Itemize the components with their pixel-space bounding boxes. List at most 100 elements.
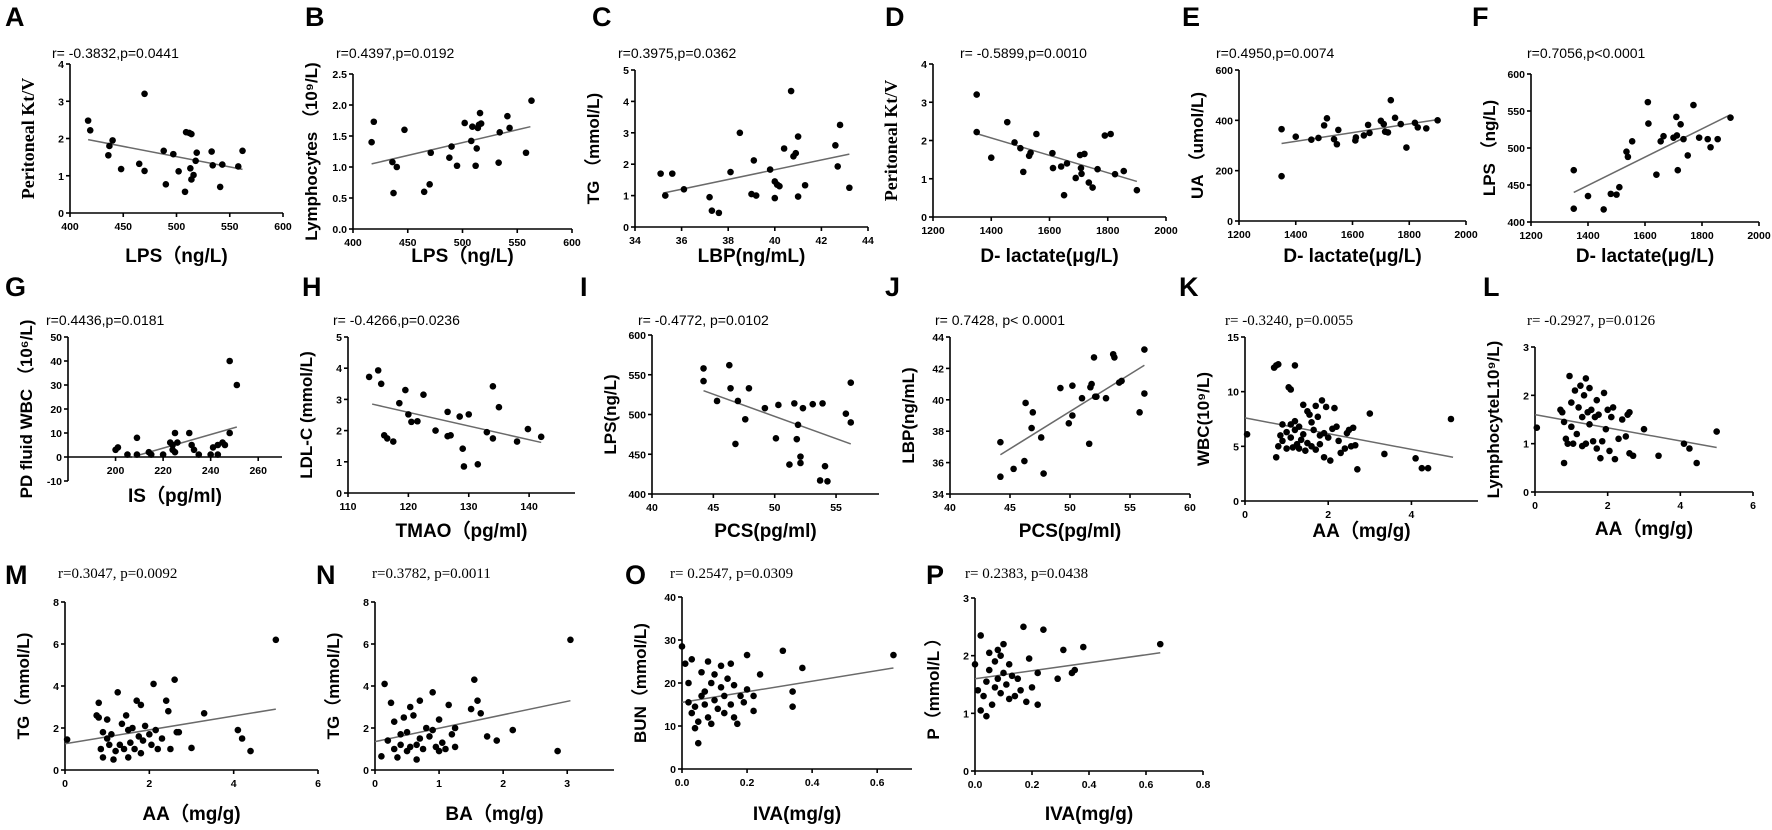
data-point	[890, 651, 897, 659]
data-point	[691, 724, 699, 732]
data-point	[233, 381, 241, 389]
data-point	[95, 699, 103, 707]
data-point	[1080, 643, 1087, 651]
data-point	[467, 137, 475, 145]
y-tick-label: 20	[50, 404, 62, 416]
data-point	[221, 441, 229, 449]
data-point	[786, 461, 793, 468]
x-axis-label: LBP(ng/mL)	[698, 246, 806, 267]
y-tick-label: 2	[336, 426, 342, 438]
regression-line	[976, 132, 1138, 183]
x-tick-label: 55	[1124, 502, 1136, 514]
y-tick-label: 38	[932, 426, 944, 438]
data-point	[1589, 437, 1597, 445]
data-point	[1111, 354, 1118, 361]
data-point	[1320, 453, 1328, 461]
data-point	[1077, 164, 1085, 172]
data-point	[1571, 387, 1579, 394]
x-axis-label: LPS（ng/L)	[125, 244, 227, 267]
panel-h: Hr= -0.4266,p=0.0236 0 1 2 3 4 5 110 120 130 140 TM…	[297, 272, 575, 542]
data-point	[1324, 434, 1332, 441]
data-point	[1626, 408, 1633, 416]
data-point	[797, 453, 804, 460]
y-tick-label: 30	[664, 635, 676, 647]
panel-letter: L	[1483, 272, 1500, 302]
data-point	[974, 686, 982, 694]
x-axis-label: PCS(pg/ml)	[714, 521, 816, 542]
x-tick-label: 0	[1242, 509, 1248, 521]
data-point	[801, 181, 809, 189]
data-point	[146, 731, 153, 738]
x-axis-label: LPS（ng/L)	[411, 244, 513, 267]
data-point	[1695, 134, 1703, 141]
data-point	[792, 149, 800, 157]
data-point	[1102, 394, 1110, 402]
data-point	[736, 129, 744, 137]
y-tick-label: 2	[1523, 390, 1529, 402]
data-point	[1570, 205, 1578, 212]
y-tick-label: 4	[921, 59, 927, 71]
data-point	[706, 193, 713, 201]
data-point	[756, 671, 764, 678]
data-point	[410, 712, 417, 719]
y-tick-label: 1	[963, 708, 969, 720]
data-point	[389, 438, 397, 445]
data-point	[794, 193, 802, 200]
regression-line	[371, 403, 542, 444]
data-point	[997, 473, 1004, 481]
y-tick-label: 2	[623, 159, 629, 171]
y-tick-label: 200	[1215, 166, 1233, 178]
y-tick-label: 2	[363, 723, 369, 735]
data-point	[1093, 393, 1100, 400]
data-point	[384, 737, 392, 744]
data-point	[1653, 171, 1660, 178]
data-point	[506, 124, 513, 132]
y-tick-label: 36	[932, 458, 944, 470]
data-point	[133, 451, 141, 458]
y-tick-label: 6	[53, 639, 59, 651]
data-point	[668, 170, 676, 177]
x-axis-label: PCS(pg/ml)	[1019, 521, 1121, 542]
data-point	[1029, 409, 1037, 416]
data-point	[1326, 457, 1334, 464]
data-point	[730, 681, 738, 689]
x-tick-label: 1200	[1227, 229, 1251, 241]
data-point	[980, 692, 987, 700]
panel-k: Kr= -0.3240, p=0.0055 0 5 10 15 0 2 4AA（mg/g) WB…	[1179, 272, 1478, 542]
data-point	[720, 692, 728, 700]
data-point	[771, 194, 779, 202]
x-tick-label: 500	[454, 237, 472, 249]
data-point	[114, 689, 122, 696]
y-tick-label: 2.0	[332, 100, 347, 112]
panel-e: Er=0.4950,p=0.0074 0 200 400 600 1200 1400 1600…	[1182, 2, 1478, 267]
y-tick-label: 0	[56, 452, 62, 464]
data-point	[1578, 413, 1586, 421]
data-point	[971, 661, 979, 668]
data-point	[483, 428, 491, 436]
y-axis-label: Lymphocytes （10⁹/L)	[301, 62, 321, 240]
data-point	[148, 741, 155, 749]
data-point	[99, 728, 107, 736]
data-point	[171, 448, 179, 456]
data-point	[1072, 174, 1080, 182]
data-point	[694, 739, 702, 747]
data-point	[1564, 440, 1571, 447]
y-tick-label: 40	[50, 356, 62, 368]
y-tick-label: 400	[1215, 115, 1233, 127]
data-point	[787, 87, 795, 95]
data-point	[1660, 132, 1667, 140]
data-point	[381, 680, 388, 688]
y-tick-label: 4	[58, 59, 64, 71]
regression-line	[703, 389, 852, 445]
data-point	[700, 377, 707, 385]
data-point	[1318, 397, 1326, 404]
data-point	[1397, 120, 1405, 128]
data-point	[1349, 424, 1357, 432]
data-point	[414, 417, 421, 425]
data-point	[997, 689, 1004, 697]
data-point	[1008, 672, 1016, 680]
data-point	[1384, 129, 1392, 136]
data-point	[1063, 160, 1071, 167]
panel-letter: D	[885, 2, 905, 32]
y-tick-label: 42	[932, 363, 944, 375]
